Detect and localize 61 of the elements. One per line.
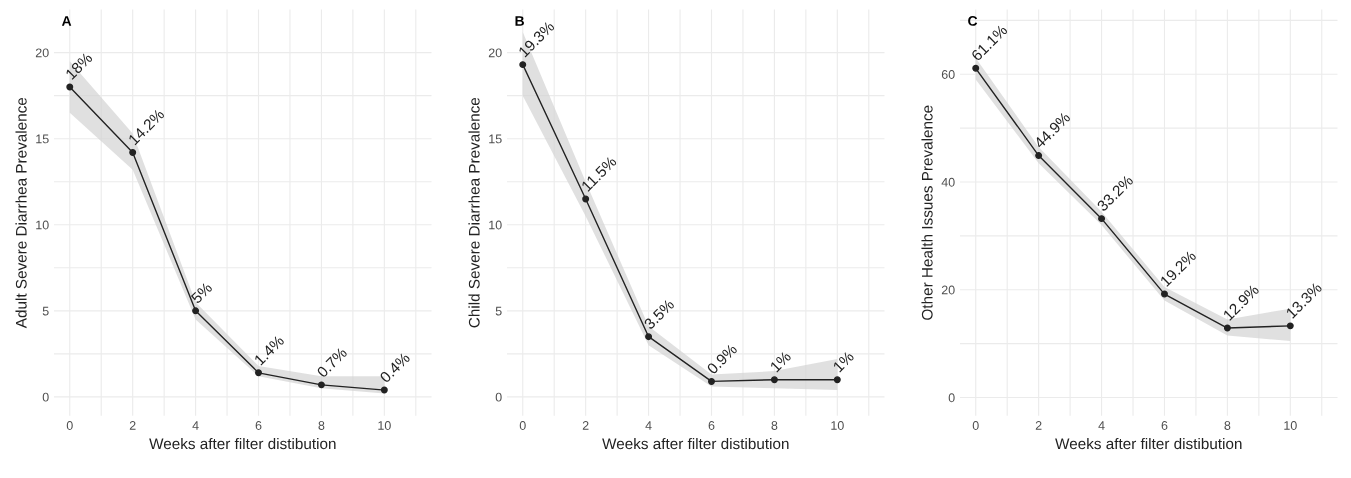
y-tick-label: 20 xyxy=(941,285,955,295)
x-tick-label: 10 xyxy=(378,421,391,430)
x-tick-label: 2 xyxy=(582,421,589,430)
x-tick-label: 6 xyxy=(708,421,715,430)
point xyxy=(1098,215,1106,223)
y-tick-label: 0 xyxy=(495,392,502,402)
y-tick-label: 40 xyxy=(941,177,955,187)
point xyxy=(708,377,715,385)
x-tick-label: 10 xyxy=(831,421,844,430)
point xyxy=(519,61,527,69)
x-tick-label: 8 xyxy=(318,421,325,430)
point xyxy=(1161,290,1168,298)
point xyxy=(645,333,653,341)
x-axis-title: Weeks after filter distibution xyxy=(602,437,789,450)
point xyxy=(255,369,262,377)
y-tick-label: 10 xyxy=(489,220,502,230)
point xyxy=(317,381,325,389)
y-tick-label: 0 xyxy=(42,392,49,402)
y-tick-label: 5 xyxy=(42,306,49,316)
y-tick-label: 5 xyxy=(495,306,502,316)
point xyxy=(582,195,590,203)
point xyxy=(1223,324,1231,332)
y-tick-label: 60 xyxy=(941,70,955,79)
x-tick-label: 4 xyxy=(645,421,652,430)
chart-title: C xyxy=(968,16,978,26)
x-tick-label: 6 xyxy=(1161,421,1168,430)
point xyxy=(192,307,200,315)
x-tick-label: 0 xyxy=(519,421,526,430)
point xyxy=(129,148,137,156)
x-tick-label: 0 xyxy=(972,421,979,430)
x-tick-label: 4 xyxy=(1098,421,1105,430)
x-axis-title: Weeks after filter distibution xyxy=(1055,437,1242,450)
y-axis-title: Child Severe Diarrhea Prevalence xyxy=(468,97,480,328)
x-tick-label: 8 xyxy=(771,421,778,430)
x-tick-label: 8 xyxy=(1224,421,1231,430)
point xyxy=(972,64,980,72)
x-tick-label: 10 xyxy=(1284,421,1297,430)
data-label: 1% xyxy=(832,350,855,373)
x-tick-label: 2 xyxy=(129,421,136,430)
point xyxy=(770,376,778,384)
x-tick-label: 6 xyxy=(255,421,262,430)
y-tick-label: 0 xyxy=(948,393,955,403)
data-label: 1% xyxy=(769,350,792,373)
y-tick-label: 20 xyxy=(488,48,502,58)
x-tick-label: 4 xyxy=(192,421,199,430)
point xyxy=(1286,322,1294,330)
point xyxy=(833,376,841,384)
x-axis-title: Weeks after filter distibution xyxy=(149,437,336,450)
y-tick-label: 20 xyxy=(35,48,49,58)
y-axis-title: Other Health Issues Prevalence xyxy=(921,105,933,320)
point xyxy=(380,386,388,394)
point xyxy=(66,83,74,91)
x-tick-label: 2 xyxy=(1035,421,1042,430)
y-tick-label: 15 xyxy=(36,134,49,144)
x-tick-label: 0 xyxy=(66,421,73,430)
point xyxy=(1035,152,1043,160)
y-axis-title: Adult Severe Diarrhea Prevalence xyxy=(15,97,27,329)
y-tick-label: 10 xyxy=(36,220,49,230)
y-tick-label: 15 xyxy=(489,134,502,144)
chart-title: A xyxy=(61,16,72,26)
data-label: 5% xyxy=(190,281,213,305)
